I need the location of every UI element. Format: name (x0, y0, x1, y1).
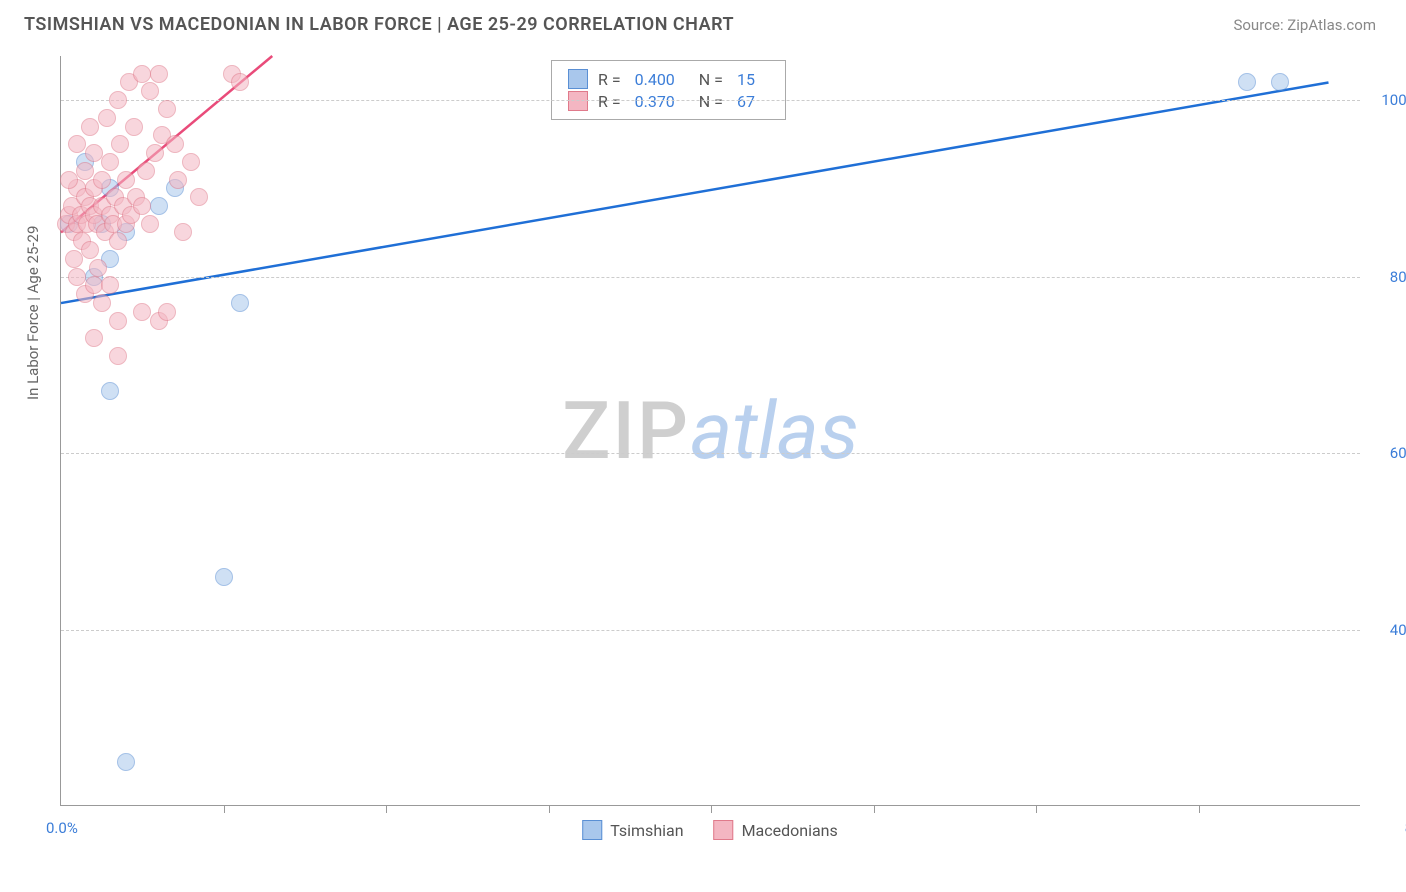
data-point (101, 276, 119, 294)
data-point (109, 91, 127, 109)
data-point (150, 197, 168, 215)
data-point (166, 135, 184, 153)
legend-item-macedonians: Macedonians (714, 820, 838, 840)
gridline (61, 277, 1360, 278)
data-point (158, 303, 176, 321)
data-point (1238, 73, 1256, 91)
source-label: Source: ZipAtlas.com (1233, 16, 1376, 34)
data-point (109, 347, 127, 365)
legend-label-0: Tsimshian (610, 821, 683, 840)
chart-title: TSIMSHIAN VS MACEDONIAN IN LABOR FORCE |… (24, 14, 734, 35)
data-point (158, 100, 176, 118)
x-tick (224, 805, 225, 813)
data-point (231, 73, 249, 91)
data-point (133, 303, 151, 321)
plot-area: ZIPatlas R = 0.400 N = 15 R = 0.370 N = … (60, 56, 1360, 806)
chart-area: ZIPatlas R = 0.400 N = 15 R = 0.370 N = … (60, 56, 1360, 806)
legend-label-1: Macedonians (742, 821, 838, 840)
y-tick-label: 60.0% (1370, 444, 1406, 462)
data-point (68, 268, 86, 286)
data-point (60, 171, 78, 189)
data-point (68, 135, 86, 153)
y-axis-label: In Labor Force | Age 25-29 (24, 226, 42, 400)
y-tick-label: 100.0% (1370, 91, 1406, 109)
data-point (215, 568, 233, 586)
data-point (182, 153, 200, 171)
data-point (101, 382, 119, 400)
data-point (109, 232, 127, 250)
y-tick-label: 80.0% (1370, 268, 1406, 286)
data-point (174, 223, 192, 241)
data-point (137, 162, 155, 180)
data-point (190, 188, 208, 206)
data-point (85, 144, 103, 162)
data-point (85, 329, 103, 347)
x-tick-80: 80.0% (1385, 819, 1406, 837)
data-point (111, 135, 129, 153)
data-point (98, 109, 116, 127)
data-point (76, 162, 94, 180)
x-tick (386, 805, 387, 813)
data-point (81, 118, 99, 136)
data-point (1271, 73, 1289, 91)
data-point (109, 312, 127, 330)
series-legend: Tsimshian Macedonians (582, 820, 838, 840)
x-tick (549, 805, 550, 813)
data-point (125, 118, 143, 136)
data-point (101, 153, 119, 171)
gridline (61, 453, 1360, 454)
data-point (133, 197, 151, 215)
y-tick-label: 40.0% (1370, 621, 1406, 639)
data-point (81, 241, 99, 259)
x-tick (711, 805, 712, 813)
x-tick (1036, 805, 1037, 813)
legend-swatch-macedonians (714, 820, 734, 840)
header: TSIMSHIAN VS MACEDONIAN IN LABOR FORCE |… (0, 0, 1406, 45)
data-point (141, 215, 159, 233)
data-point (89, 259, 107, 277)
data-point (146, 144, 164, 162)
legend-swatch-tsimshian (582, 820, 602, 840)
data-point (65, 250, 83, 268)
x-tick (874, 805, 875, 813)
trend-line (61, 82, 1329, 303)
data-point (141, 82, 159, 100)
trend-lines (61, 56, 1361, 806)
data-point (93, 171, 111, 189)
data-point (93, 294, 111, 312)
legend-item-tsimshian: Tsimshian (582, 820, 683, 840)
data-point (169, 171, 187, 189)
x-tick (1199, 805, 1200, 813)
x-tick-0: 0.0% (46, 819, 78, 837)
data-point (150, 65, 168, 83)
gridline (61, 100, 1360, 101)
data-point (231, 294, 249, 312)
gridline (61, 630, 1360, 631)
data-point (117, 171, 135, 189)
data-point (117, 753, 135, 771)
